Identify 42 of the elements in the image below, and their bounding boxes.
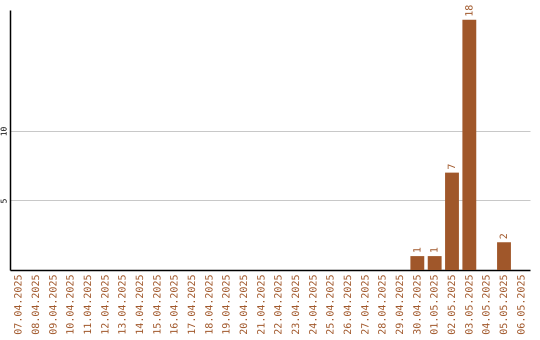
x-tick-label: 14.04.2025 [135, 274, 146, 335]
x-tick-label: 19.04.2025 [222, 274, 233, 335]
x-tick-label: 01.05.2025 [430, 274, 441, 335]
x-tick-label: 10.04.2025 [66, 274, 77, 335]
x-tick-label: 17.04.2025 [187, 274, 198, 335]
x-tick-label: 06.05.2025 [516, 274, 528, 335]
data-label: 1 [412, 247, 424, 254]
x-tick-label: 11.04.2025 [83, 274, 94, 335]
x-tick-label: 18.04.2025 [204, 274, 216, 335]
x-tick-label: 24.04.2025 [308, 274, 320, 335]
x-tick-label: 22.04.2025 [274, 274, 285, 335]
x-tick-label: 27.04.2025 [360, 274, 372, 335]
x-tick-label: 12.04.2025 [100, 274, 112, 335]
x-tick-label: 30.04.2025 [412, 274, 424, 335]
data-label: 1 [430, 247, 441, 254]
x-tick-label: 23.04.2025 [291, 274, 302, 335]
x-tick-label: 21.04.2025 [256, 274, 268, 335]
x-tick-label: 25.04.2025 [326, 274, 337, 335]
x-tick-label: 02.05.2025 [447, 274, 458, 335]
x-tick-label: 13.04.2025 [118, 274, 129, 335]
y-tick-label: 10 [0, 126, 8, 136]
x-tick-label: 05.05.2025 [499, 274, 510, 335]
data-label: 18 [464, 4, 476, 17]
bar [410, 256, 424, 270]
bar [428, 256, 442, 270]
bar [462, 20, 476, 270]
x-tick-label: 26.04.2025 [343, 274, 354, 335]
x-tick-label: 08.04.2025 [31, 274, 42, 335]
x-tick-label: 28.04.2025 [378, 274, 389, 335]
data-label: 7 [447, 164, 458, 170]
x-tick-label: 15.04.2025 [152, 274, 164, 335]
data-label: 2 [499, 233, 510, 240]
x-tick-label: 04.05.2025 [482, 274, 493, 335]
x-tick-label: 03.05.2025 [464, 274, 476, 335]
bar [445, 172, 459, 270]
x-tick-label: 16.04.2025 [170, 274, 181, 335]
x-tick-label: 07.04.2025 [14, 274, 25, 335]
bar [497, 242, 511, 270]
x-tick-label: 09.04.2025 [48, 274, 60, 335]
x-tick-label: 20.04.2025 [239, 274, 250, 335]
y-tick-label: 5 [0, 198, 8, 204]
x-tick-label: 29.04.2025 [395, 274, 406, 335]
